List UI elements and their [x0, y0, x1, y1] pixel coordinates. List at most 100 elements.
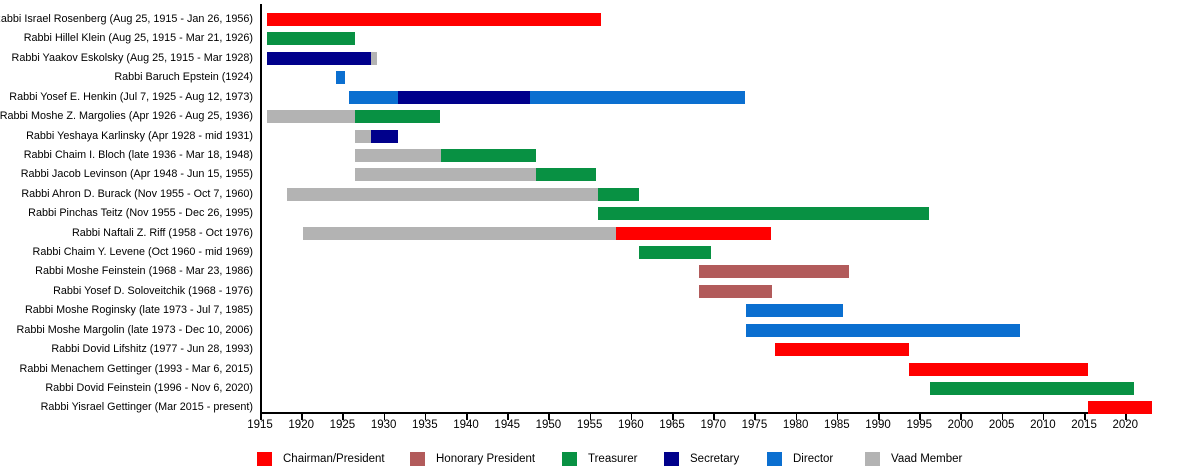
row-label: Rabbi Pinchas Teitz (Nov 1955 - Dec 26, … [28, 207, 253, 220]
row-label: Rabbi Dovid Lifshitz (1977 - Jun 28, 199… [51, 343, 253, 356]
bar-segment-director [348, 90, 398, 104]
bar-segment-secretary [397, 90, 530, 104]
x-axis-tick [754, 414, 756, 420]
x-axis-tick [424, 414, 427, 420]
row-label: Rabbi Yosef E. Henkin (Jul 7, 1925 - Aug… [9, 90, 253, 103]
legend-swatch-chairman [257, 452, 272, 466]
bar-segment-treasurer [929, 381, 1135, 395]
x-axis-tick-label: 1975 [741, 419, 768, 431]
x-axis-tick [507, 414, 509, 420]
bar-segment-vaad [286, 187, 599, 201]
x-axis-tick-label: 1980 [782, 419, 809, 431]
x-axis-tick [919, 414, 921, 420]
x-axis-tick-label: 1950 [535, 419, 562, 431]
row-label: Rabbi Yeshaya Karlinsky (Apr 1928 - mid … [26, 129, 253, 142]
bar-segment-treasurer [535, 168, 596, 182]
bar-segment-treasurer [598, 187, 640, 201]
row-label: Rabbi Jacob Levinson (Apr 1948 - Jun 15,… [20, 168, 253, 181]
row-label: Rabbi Dovid Feinstein (1996 - Nov 6, 202… [45, 381, 253, 394]
x-axis-tick-label: 1955 [576, 419, 603, 431]
row-label: Rabbi Moshe Roginsky (late 1973 - Jul 7,… [24, 304, 253, 317]
x-axis-tick [1084, 414, 1086, 420]
legend-label: Vaad Member [891, 453, 963, 465]
row-label: Rabbi Chaim Y. Levene (Oct 1960 - mid 19… [32, 246, 253, 259]
bar-segment-chairman [616, 226, 772, 240]
x-axis-tick-label: 1930 [370, 419, 397, 431]
bar-segment-treasurer [440, 148, 536, 162]
x-axis-tick-label: 1995 [906, 419, 933, 431]
legend-label: Treasurer [588, 453, 638, 465]
x-axis-tick [836, 414, 839, 420]
x-axis-tick [630, 414, 633, 420]
x-axis-tick-label: 1985 [824, 419, 850, 431]
x-axis-tick [342, 414, 344, 420]
x-axis-tick [795, 414, 798, 420]
row-label: Rabbi Naftali Z. Riff (1958 - Oct 1976) [71, 226, 253, 239]
x-axis-tick [672, 414, 674, 420]
bar-segment-vaad [354, 129, 372, 143]
bar-segment-secretary [371, 129, 398, 143]
legend-label: Chairman/President [283, 453, 385, 465]
bar-segment-chairman [1087, 401, 1152, 415]
x-axis-tick-label: 1965 [659, 419, 685, 431]
x-axis-tick-label: 1960 [618, 419, 644, 431]
bar-segment-vaad [267, 110, 355, 124]
plot-area [260, 4, 1152, 415]
bar-segment-treasurer [267, 32, 355, 46]
bar-segment-treasurer [639, 246, 712, 260]
x-axis-tick-label: 1945 [494, 419, 521, 431]
bar-segment-director [745, 304, 843, 318]
x-axis-tick [548, 414, 550, 420]
bar-segment-chairman [774, 343, 909, 357]
bar-segment-vaad [370, 51, 377, 65]
bar-segment-treasurer [354, 110, 441, 124]
x-axis-tick-label: 2010 [1030, 419, 1056, 431]
x-axis-tick [1042, 414, 1045, 420]
bar-segment-honorary [698, 265, 850, 279]
row-label: Rabbi Baruch Epstein (1924) [114, 71, 253, 84]
row-label: Rabbi Hillel Klein (Aug 25, 1915 - Mar 2… [23, 32, 253, 45]
row-label: Rabbi Chaim I. Bloch (late 1936 - Mar 18… [23, 148, 253, 161]
legend-swatch-treasurer [562, 452, 577, 466]
x-axis-tick-label: 1935 [412, 419, 438, 431]
x-axis-tick-label: 2000 [947, 419, 974, 431]
row-label: Rabbi Menachem Gettinger (1993 - Mar 6, … [19, 362, 253, 375]
x-axis-tick [878, 414, 880, 420]
x-axis-tick-label: 2015 [1071, 419, 1097, 431]
row-label: Rabbi Yosef D. Soloveitchik (1968 - 1976… [53, 284, 253, 297]
bar-segment-vaad [303, 226, 617, 240]
x-axis-tick-label: 1990 [865, 419, 891, 431]
x-axis-tick-label: 1925 [329, 419, 356, 431]
row-label: Rabbi Israel Rosenberg (Aug 25, 1915 - J… [0, 13, 253, 25]
row-label: Rabbi Moshe Margolin (late 1973 - Dec 10… [16, 323, 253, 336]
bar-segment-chairman [908, 362, 1088, 376]
x-axis-tick-label: 2005 [988, 419, 1015, 431]
x-axis-tick [960, 414, 962, 420]
x-axis-tick [713, 414, 715, 420]
x-axis-tick [466, 414, 468, 420]
legend-swatch-secretary [664, 452, 679, 466]
row-label: Rabbi Yaakov Eskolsky (Aug 25, 1915 - Ma… [11, 51, 253, 64]
x-axis-tick-label: 1920 [288, 419, 314, 431]
x-axis-tick [260, 414, 262, 420]
legend-label: Director [793, 453, 834, 465]
x-axis-tick [383, 414, 386, 420]
bar-segment-director [745, 323, 1020, 337]
bar-segment-vaad [354, 148, 441, 162]
x-axis-tick-label: 1940 [453, 419, 479, 431]
legend-label: Secretary [690, 453, 740, 465]
x-axis-tick [1125, 414, 1127, 420]
bar-segment-director [529, 90, 745, 104]
legend-label: Honorary President [436, 453, 536, 465]
bar-segment-honorary [698, 284, 773, 298]
x-axis-tick [589, 414, 592, 420]
legend-swatch-honorary [410, 452, 425, 466]
bar-segment-director [336, 71, 346, 85]
row-label: Rabbi Yisrael Gettinger (Mar 2015 - pres… [40, 401, 253, 414]
bar-segment-treasurer [598, 207, 930, 221]
x-axis-tick-label: 1970 [700, 419, 727, 431]
row-label: Rabbi Moshe Z. Margolies (Apr 1926 - Aug… [0, 110, 253, 123]
legend-swatch-director [767, 452, 782, 466]
legend-swatch-vaad [865, 452, 880, 466]
